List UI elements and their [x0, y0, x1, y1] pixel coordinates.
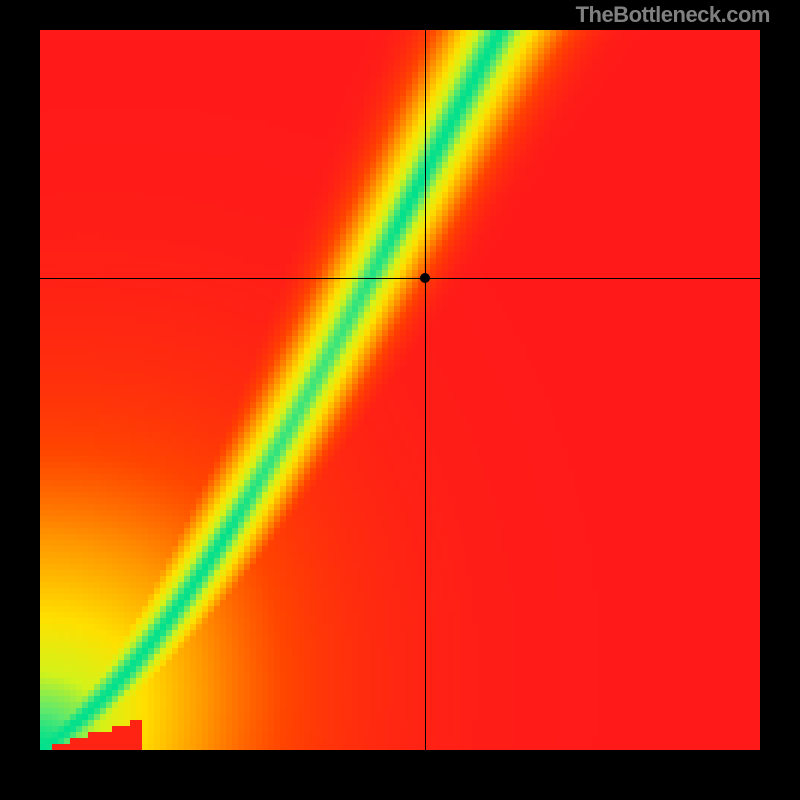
watermark-text: TheBottleneck.com — [576, 2, 770, 28]
marker-dot — [420, 273, 430, 283]
heatmap-canvas — [40, 30, 760, 750]
chart-container: TheBottleneck.com — [0, 0, 800, 800]
crosshair-vertical — [425, 30, 426, 750]
crosshair-horizontal — [40, 278, 760, 279]
plot-area — [40, 30, 760, 750]
